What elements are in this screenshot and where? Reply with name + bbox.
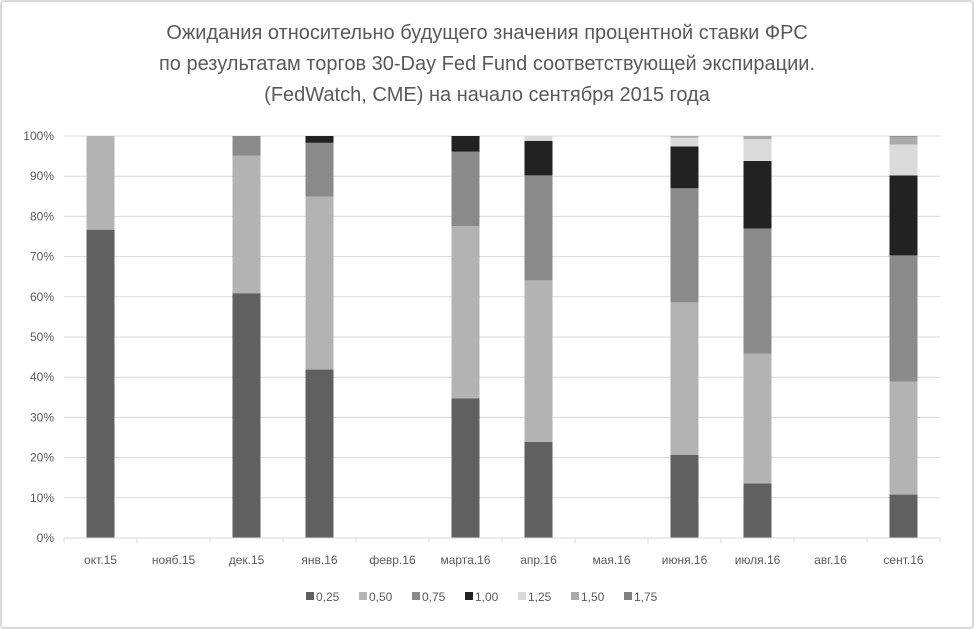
y-tick-label: 80% <box>30 209 54 223</box>
bar-segment-1-50 <box>670 136 699 138</box>
y-tick-label: 20% <box>30 451 54 465</box>
x-tick-label: марта.16 <box>440 553 490 567</box>
bar-segment-0-50 <box>670 302 699 455</box>
y-tick-label: 0% <box>37 531 55 545</box>
x-tick-label: апр.16 <box>520 553 557 567</box>
legend-label: 1,50 <box>581 590 605 604</box>
legend-label: 1,00 <box>475 590 499 604</box>
x-tick-label: июня.16 <box>662 553 708 567</box>
legend-label: 0,50 <box>369 590 393 604</box>
bar-segment-1-75 <box>889 136 918 137</box>
bar-segment-1-25 <box>743 139 772 161</box>
bar-segment-1-00 <box>305 136 334 143</box>
y-tick-label: 70% <box>30 250 54 264</box>
chart-title: Ожидания относительно будущего значения … <box>0 18 974 111</box>
bar-segment-0-50 <box>451 226 480 399</box>
chart-title-line-2: по результатам торгов 30-Day Fed Fund со… <box>158 53 816 75</box>
bar-segment-0-50 <box>889 381 918 495</box>
bar-segment-0-25 <box>232 293 261 538</box>
legend-swatch <box>518 592 526 600</box>
x-tick-label: февр.16 <box>369 553 416 567</box>
bar-segment-0-25 <box>451 398 480 538</box>
y-tick-label: 100% <box>23 129 54 143</box>
y-tick-label: 50% <box>30 330 54 344</box>
bar-segment-1-25 <box>524 136 553 141</box>
bar-segment-0-25 <box>889 494 918 538</box>
bar-segment-1-25 <box>889 144 918 176</box>
bar-segment-0-75 <box>743 228 772 354</box>
legend-swatch <box>624 592 632 600</box>
bar-segment-0-25 <box>86 229 115 538</box>
legend-swatch <box>465 592 473 600</box>
bar-segment-0-75 <box>524 175 553 281</box>
legend-swatch <box>412 592 420 600</box>
x-tick-label: нояб.15 <box>152 553 196 567</box>
bar-segment-1-50 <box>889 136 918 145</box>
legend-label: 0,25 <box>316 590 340 604</box>
legend-label: 1,75 <box>634 590 658 604</box>
bar-segment-0-50 <box>305 196 334 370</box>
bar-segment-0-50 <box>232 155 261 294</box>
chart-title-line-1: Ожидания относительно будущего значения … <box>166 22 808 44</box>
bar-segment-0-25 <box>670 454 699 538</box>
x-tick-label: авг.16 <box>814 553 847 567</box>
x-tick-label: сент.16 <box>883 553 923 567</box>
bar-segment-1-00 <box>743 160 772 229</box>
bar-segment-1-00 <box>451 136 480 152</box>
bar-segment-0-25 <box>524 441 553 538</box>
legend-label: 0,75 <box>422 590 446 604</box>
bar-segment-0-25 <box>305 369 334 538</box>
bar-segment-0-25 <box>743 483 772 538</box>
legend-label: 1,25 <box>528 590 552 604</box>
bar-segment-1-25 <box>670 137 699 147</box>
y-tick-label: 10% <box>30 491 54 505</box>
bar-segment-0-75 <box>889 255 918 382</box>
legend-swatch <box>359 592 367 600</box>
bar-segment-1-00 <box>524 140 553 176</box>
bar-segment-0-50 <box>743 353 772 484</box>
bar-segment-1-00 <box>670 146 699 189</box>
x-tick-label: окт.15 <box>84 553 117 567</box>
x-tick-label: июля.16 <box>735 553 781 567</box>
bar-segment-0-75 <box>305 142 334 197</box>
chart-title-line-3: (FedWatch, CME) на начало сентября 2015 … <box>264 84 710 106</box>
legend-swatch <box>571 592 579 600</box>
x-tick-label: дек.15 <box>229 553 265 567</box>
legend-swatch <box>306 592 314 600</box>
bar-segment-1-00 <box>889 175 918 256</box>
bar-segment-0-75 <box>670 188 699 303</box>
bar-segment-0-75 <box>232 136 261 156</box>
bar-segment-0-50 <box>524 280 553 442</box>
x-tick-label: янв.16 <box>301 553 338 567</box>
x-tick-label: мая.16 <box>592 553 630 567</box>
y-tick-label: 60% <box>30 290 54 304</box>
bar-segment-0-75 <box>451 151 480 227</box>
bar-segment-1-50 <box>743 136 772 140</box>
y-tick-label: 90% <box>30 169 54 183</box>
y-tick-label: 30% <box>30 410 54 424</box>
bar-segment-0-50 <box>86 136 115 230</box>
y-tick-label: 40% <box>30 370 54 384</box>
